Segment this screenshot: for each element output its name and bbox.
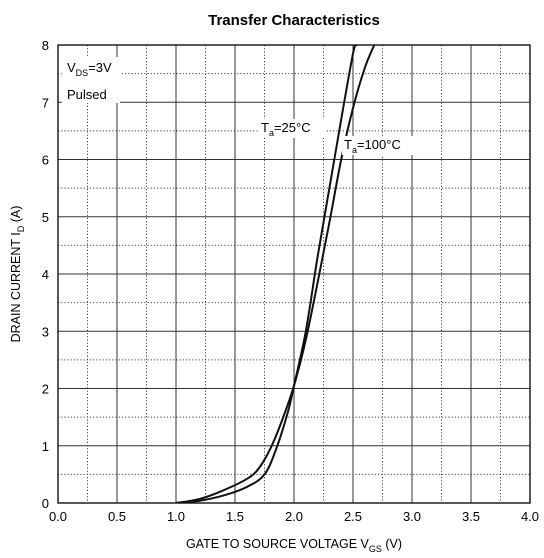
x-tick-label: 4.0 xyxy=(521,509,539,524)
x-tick-label: 2.5 xyxy=(344,509,362,524)
y-tick-label: 6 xyxy=(42,153,49,168)
x-tick-label: 0.5 xyxy=(108,509,126,524)
x-tick-label: 1.5 xyxy=(226,509,244,524)
series-label-100c: Ta=100°C xyxy=(344,137,401,155)
x-tick-label: 3.5 xyxy=(462,509,480,524)
conditions-background xyxy=(62,57,120,103)
y-tick-label: 3 xyxy=(42,324,49,339)
axes: 0.0 0.5 1.0 1.5 2.0 2.5 3.0 3.5 4.0 0 1 2 3 4 5 6 7 8 GATE… xyxy=(9,38,539,554)
x-tick-label: 2.0 xyxy=(285,509,303,524)
x-axis-label: GATE TO SOURCE VOLTAGE VGS (V) xyxy=(186,537,402,554)
x-tick-label: 3.0 xyxy=(403,509,421,524)
y-tick-label: 0 xyxy=(42,496,49,511)
y-tick-label: 1 xyxy=(42,439,49,454)
series-label-25c: Ta=25°C xyxy=(261,120,311,138)
grid xyxy=(57,44,531,504)
series-label-bg-25c xyxy=(259,119,325,138)
y-tick-label: 4 xyxy=(42,267,49,282)
series-line-100c xyxy=(175,45,376,503)
y-tick-label: 5 xyxy=(42,210,49,225)
series-lines xyxy=(175,45,376,503)
x-tick-label: 0.0 xyxy=(49,509,67,524)
y-tick-label: 2 xyxy=(42,382,49,397)
condition-vds: VDS=3V xyxy=(67,60,112,78)
x-tick-label: 1.0 xyxy=(167,509,185,524)
plot-frame xyxy=(57,44,531,504)
y-tick-label: 7 xyxy=(42,95,49,110)
chart-title: Transfer Characteristics xyxy=(208,12,380,29)
series-label-bg-100c xyxy=(342,136,418,155)
labels: VDS=3V Pulsed Ta=25°C Ta=100°C xyxy=(62,57,418,155)
y-axis-label: DRAIN CURRENT ID (A) xyxy=(9,206,26,343)
y-tick-label: 8 xyxy=(42,38,49,53)
condition-pulsed: Pulsed xyxy=(67,87,107,102)
